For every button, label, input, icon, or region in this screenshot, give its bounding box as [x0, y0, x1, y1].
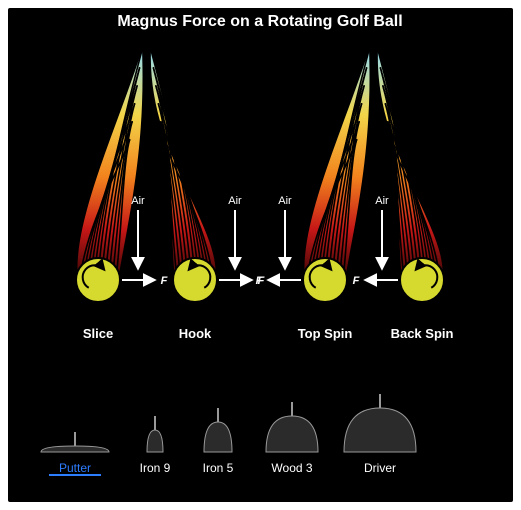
air-label: Air	[228, 195, 242, 207]
diagram-stage: Magnus Force on a Rotating Golf Ball Air F…	[0, 0, 521, 510]
panel-label: Top Spin	[298, 326, 353, 341]
force-label: F	[353, 275, 360, 287]
panel-label: Slice	[83, 326, 113, 341]
force-label: F	[256, 275, 263, 287]
panel-label: Hook	[179, 326, 212, 341]
title: Magnus Force on a Rotating Golf Ball	[117, 13, 402, 30]
panel-label: Back Spin	[391, 326, 454, 341]
force-label: F	[161, 275, 168, 287]
club-label: Putter	[59, 461, 91, 475]
club-label: Iron 9	[140, 461, 171, 475]
club-label: Iron 5	[203, 461, 234, 475]
air-label: Air	[278, 195, 292, 207]
club-label: Wood 3	[271, 461, 312, 475]
air-label: Air	[131, 195, 145, 207]
club-label: Driver	[364, 461, 396, 475]
air-label: Air	[375, 195, 389, 207]
